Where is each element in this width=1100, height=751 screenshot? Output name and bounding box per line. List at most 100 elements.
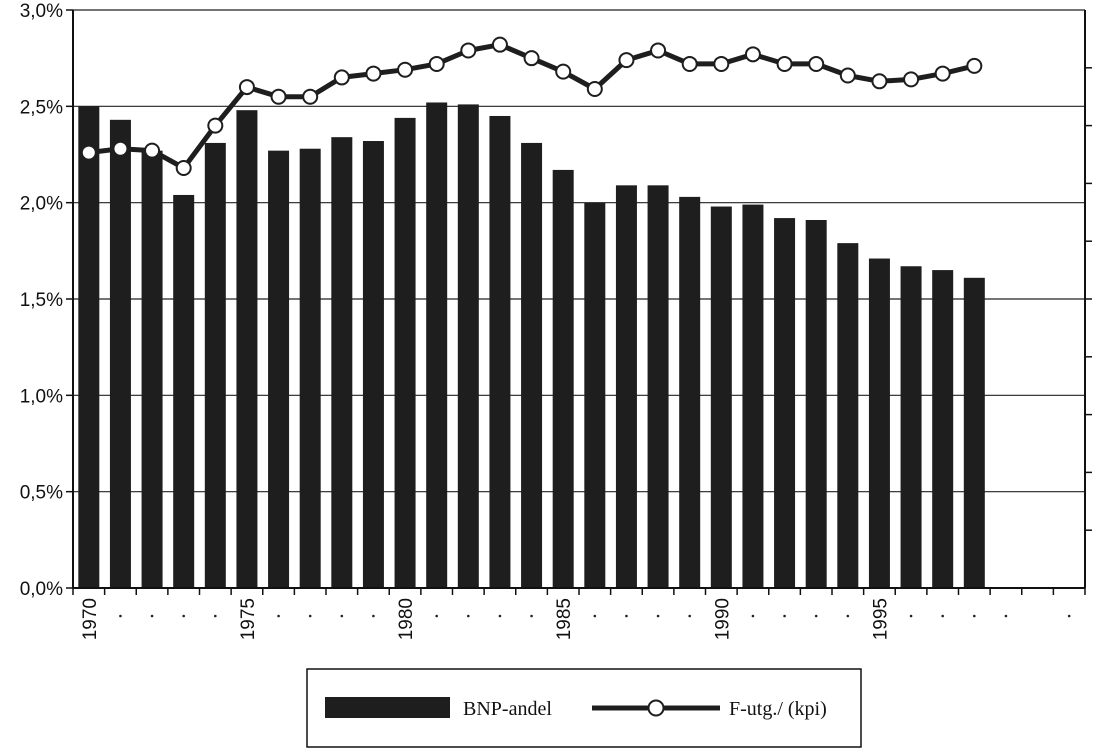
data-point-f-utg: [744, 46, 761, 63]
bar: [362, 141, 384, 588]
bar: [394, 117, 416, 588]
x-tick-label: 1980: [396, 598, 417, 640]
bar: [78, 106, 100, 588]
bar: [109, 119, 131, 588]
x-tick-label: 1990: [712, 598, 733, 640]
x-minor-dot: [1067, 614, 1071, 618]
x-minor-dot: [498, 614, 502, 618]
data-point-f-utg: [270, 88, 287, 105]
x-minor-dot: [656, 614, 660, 618]
x-minor-dot: [625, 614, 628, 618]
x-minor-dot: [909, 614, 913, 618]
data-point-f-utg: [966, 57, 983, 74]
data-point-f-utg: [397, 61, 414, 78]
axis-layer: 0,0% 0,5% 1,0% 1,5% 2,0% 2,5% 3,0% 1970 1975 1980…: [20, 1, 1092, 640]
bar: [837, 243, 859, 589]
x-minor-dot: [182, 614, 185, 618]
bar: [647, 185, 669, 588]
bar: [900, 266, 922, 588]
x-minor-dot: [214, 614, 217, 618]
data-point-f-utg: [871, 73, 888, 90]
y-tick-label: 1,5%: [20, 290, 63, 311]
y-tick-label: 1,0%: [20, 386, 63, 407]
x-minor-dot: [435, 614, 438, 618]
bar: [932, 270, 954, 588]
x-minor-dot: [783, 614, 786, 618]
bar: [173, 194, 195, 588]
x-minor-dot: [372, 614, 375, 618]
legend-marker-f-utg: [647, 699, 665, 717]
bar: [805, 220, 827, 589]
x-minor-dot: [530, 614, 533, 618]
data-point-f-utg: [650, 42, 667, 59]
y-tick-label: 3,0%: [20, 1, 63, 22]
bar: [521, 142, 543, 588]
data-point-f-utg: [80, 144, 97, 161]
data-point-f-utg: [839, 67, 856, 84]
bar: [268, 150, 290, 588]
x-minor-dot: [973, 614, 976, 618]
data-point-f-utg: [175, 159, 192, 176]
bar: [868, 258, 890, 588]
legend-swatch-bnp-andel: [325, 697, 450, 718]
x-minor-dot: [593, 614, 597, 618]
data-point-f-utg: [903, 71, 920, 88]
data-point-f-utg: [555, 63, 572, 80]
x-minor-dot: [814, 614, 818, 618]
data-point-f-utg: [460, 42, 477, 59]
bar: [331, 137, 353, 588]
legend-label-bnp-andel: BNP-andel: [463, 698, 552, 720]
data-point-f-utg: [523, 50, 540, 67]
data-point-f-utg: [934, 65, 951, 82]
data-point-f-utg: [618, 52, 635, 69]
data-point-f-utg: [428, 55, 445, 72]
data-point-f-utg: [491, 36, 508, 53]
x-minor-dot: [340, 614, 344, 618]
bar: [141, 150, 163, 588]
y-tick-label: 0,0%: [20, 579, 63, 600]
bar: [552, 169, 574, 588]
data-point-f-utg: [207, 117, 224, 134]
y-tick-label: 2,0%: [20, 194, 63, 215]
x-minor-dot: [751, 614, 755, 618]
x-minor-dot: [308, 614, 312, 618]
x-minor-dot: [467, 614, 470, 618]
x-minor-dot: [150, 614, 154, 618]
data-point-f-utg: [776, 55, 793, 72]
data-point-f-utg: [681, 55, 698, 72]
bar: [236, 110, 258, 588]
bar: [742, 204, 764, 589]
bar: [774, 218, 796, 588]
bar: [426, 102, 448, 588]
legend: BNP-andel F-utg./ (kpi): [306, 668, 862, 748]
x-minor-dot: [941, 614, 944, 618]
x-tick-label: 1970: [80, 598, 101, 640]
y-tick-label: 0,5%: [20, 483, 63, 504]
data-point-f-utg: [365, 65, 382, 82]
bar: [299, 148, 321, 588]
x-minor-dot: [277, 614, 280, 618]
x-tick-label: 1975: [238, 598, 259, 640]
data-point-f-utg: [713, 55, 730, 72]
legend-label-f-utg: F-utg./ (kpi): [729, 698, 827, 720]
bar-layer: [78, 102, 985, 589]
data-point-f-utg: [144, 142, 161, 159]
data-point-f-utg: [333, 69, 350, 86]
data-point-f-utg: [112, 140, 129, 157]
x-minor-dot: [688, 614, 691, 618]
data-point-f-utg: [808, 55, 825, 72]
data-point-f-utg: [238, 79, 255, 96]
x-minor-dot: [119, 614, 122, 618]
bar: [615, 185, 637, 588]
data-point-f-utg: [302, 88, 319, 105]
bar: [584, 202, 606, 588]
bar: [204, 142, 226, 588]
bar: [679, 196, 701, 589]
x-minor-dot: [846, 614, 850, 618]
bar: [457, 104, 479, 588]
y-tick-label: 2,5%: [20, 97, 63, 118]
x-tick-label: 1985: [554, 598, 575, 640]
line-layer: [80, 36, 983, 176]
x-tick-label: 1995: [870, 598, 891, 640]
